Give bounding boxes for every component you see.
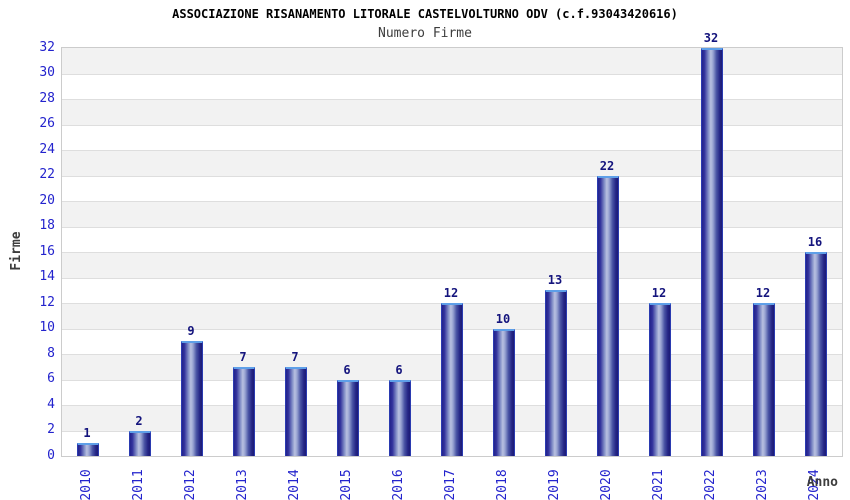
plot-band <box>62 73 842 99</box>
bar-2021 <box>649 303 671 456</box>
bar-2013 <box>233 366 255 456</box>
y-tick-label-28: 28 <box>39 90 55 106</box>
bar-value-label: 2 <box>135 413 143 428</box>
bar-2016 <box>389 379 411 456</box>
bar-2015 <box>337 379 359 456</box>
plot-band <box>62 48 842 74</box>
x-tick-label-2014: 2014 <box>287 469 302 500</box>
bar-value-label: 12 <box>651 286 667 300</box>
x-tick-label-2011: 2011 <box>131 469 146 500</box>
plot-band <box>62 226 842 252</box>
x-tick-label-2022: 2022 <box>703 469 718 500</box>
bar-value-label: 12 <box>755 286 771 300</box>
x-tick-label-2020: 2020 <box>599 469 614 500</box>
bar-value-label: 6 <box>343 362 351 377</box>
bar-value-label: 7 <box>291 349 299 364</box>
x-axis-title: Anno <box>806 475 838 490</box>
bar-2010 <box>77 443 99 456</box>
x-tick-label-2013: 2013 <box>235 469 250 500</box>
y-tick-label-6: 6 <box>47 371 55 386</box>
bar-value-label: 9 <box>187 324 195 339</box>
y-tick-label-16: 16 <box>39 243 55 259</box>
bar-value-label: 16 <box>807 235 823 249</box>
y-tick-label-30: 30 <box>39 65 55 80</box>
y-tick-label-14: 14 <box>39 269 55 284</box>
bar-2014 <box>285 366 307 456</box>
y-tick-label-26: 26 <box>39 116 55 131</box>
bar-2023 <box>753 303 775 456</box>
x-tick-label-2018: 2018 <box>495 469 510 500</box>
x-tick-label-2015: 2015 <box>339 469 354 500</box>
bar-2017 <box>441 303 463 456</box>
chart-subtitle: Numero Firme <box>378 26 472 41</box>
y-tick-label-32: 32 <box>39 39 55 55</box>
bar-2011 <box>129 430 151 456</box>
y-tick-label-22: 22 <box>39 167 55 182</box>
x-tick-label-2016: 2016 <box>391 469 406 500</box>
y-tick-label-8: 8 <box>47 345 55 361</box>
bar-value-label: 1 <box>83 426 91 441</box>
x-tick-label-2019: 2019 <box>547 469 562 500</box>
bar-2022 <box>701 48 723 456</box>
bar-value-label: 32 <box>703 31 719 45</box>
bar-value-label: 13 <box>547 273 563 288</box>
plot-band <box>62 150 842 176</box>
x-tick-label-2023: 2023 <box>755 469 770 500</box>
plot-band <box>62 252 842 278</box>
y-tick-label-24: 24 <box>39 141 55 157</box>
plot-band <box>62 99 842 125</box>
bar-value-label: 6 <box>395 362 403 377</box>
plot-band <box>62 124 842 150</box>
bar-2018 <box>493 328 515 456</box>
y-tick-label-10: 10 <box>39 320 55 335</box>
bar-2019 <box>545 290 567 456</box>
y-tick-label-0: 0 <box>47 447 55 463</box>
x-tick-label-2021: 2021 <box>651 469 666 500</box>
bar-2024 <box>805 252 827 456</box>
bar-2020 <box>597 175 619 456</box>
bar-2012 <box>181 341 203 456</box>
plot-area <box>61 47 843 457</box>
plot-band <box>62 175 842 201</box>
x-tick-label-2012: 2012 <box>183 469 198 500</box>
y-tick-label-4: 4 <box>47 396 55 412</box>
bar-value-label: 7 <box>239 349 247 364</box>
x-tick-label-2017: 2017 <box>443 469 458 500</box>
bar-value-label: 22 <box>599 158 615 173</box>
x-tick-label-2010: 2010 <box>79 469 94 500</box>
y-tick-label-12: 12 <box>39 294 55 310</box>
y-tick-label-2: 2 <box>47 422 55 437</box>
bar-value-label: 10 <box>495 311 511 326</box>
y-tick-label-20: 20 <box>39 192 55 208</box>
plot-band <box>62 201 842 227</box>
chart-title: ASSOCIAZIONE RISANAMENTO LITORALE CASTEL… <box>172 7 678 21</box>
bar-value-label: 12 <box>443 286 459 300</box>
y-tick-label-18: 18 <box>39 218 55 233</box>
